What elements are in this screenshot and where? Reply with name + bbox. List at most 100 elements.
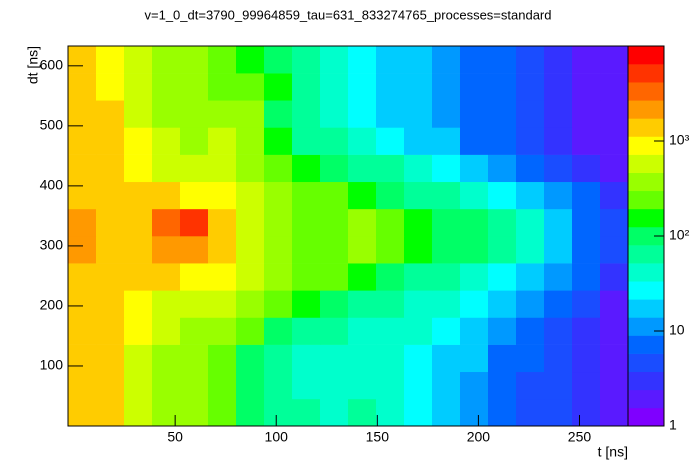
heat-cell xyxy=(432,317,461,345)
heat-cell xyxy=(600,290,629,318)
palette-swatch xyxy=(628,64,664,83)
heat-cell xyxy=(572,317,601,345)
heat-cell xyxy=(460,398,489,427)
heat-cell xyxy=(600,208,629,237)
palette-swatch xyxy=(628,335,664,354)
heat-cell xyxy=(236,344,265,373)
heat-cell xyxy=(264,100,293,128)
heat-cell xyxy=(516,127,545,155)
heat-cell xyxy=(544,46,573,74)
palette-swatch xyxy=(628,407,664,427)
y-tick-label: 500 xyxy=(40,117,64,133)
heat-cell xyxy=(68,154,97,183)
heat-cell xyxy=(96,73,125,101)
heat-cell xyxy=(432,290,461,318)
heat-cell xyxy=(320,344,349,373)
heat-cell xyxy=(544,208,573,237)
heat-cell xyxy=(236,317,265,345)
heat-cell xyxy=(572,181,601,210)
heat-cell xyxy=(264,46,293,74)
heat-cell xyxy=(124,263,153,291)
y-tick-label: 400 xyxy=(40,177,64,193)
heat-cell xyxy=(180,344,209,373)
heat-cell xyxy=(516,236,545,264)
heat-cell xyxy=(208,73,237,101)
heat-cell xyxy=(292,236,321,264)
heat-cell xyxy=(404,181,433,210)
heat-cell xyxy=(460,154,489,183)
heat-cell xyxy=(96,290,125,318)
palette-swatch xyxy=(628,317,664,336)
heat-cell xyxy=(236,127,265,155)
y-tick-label: 200 xyxy=(40,297,64,313)
heat-cell xyxy=(96,100,125,128)
heat-cell xyxy=(432,73,461,101)
heat-cell xyxy=(376,398,405,427)
heat-cell xyxy=(572,73,601,101)
heat-cell xyxy=(460,317,489,345)
heat-cell xyxy=(124,317,153,345)
heat-cell xyxy=(404,290,433,318)
heat-cell xyxy=(404,46,433,74)
heat-cell xyxy=(236,290,265,318)
heat-cell xyxy=(432,100,461,128)
heat-cell xyxy=(320,154,349,183)
heat-cell xyxy=(68,46,97,74)
heat-cell xyxy=(208,154,237,183)
heat-cell xyxy=(600,100,629,128)
heat-cell xyxy=(432,208,461,237)
heat-cell xyxy=(600,263,629,291)
heat-cell xyxy=(236,46,265,74)
heat-cell xyxy=(292,127,321,155)
heat-cell xyxy=(320,100,349,128)
heat-cell xyxy=(460,208,489,237)
heat-cell xyxy=(124,46,153,74)
palette-swatch xyxy=(628,281,664,300)
x-tick-label: 50 xyxy=(167,429,183,445)
heat-cell xyxy=(320,290,349,318)
heat-cell xyxy=(432,127,461,155)
heat-cell xyxy=(236,371,265,400)
x-tick-label: 200 xyxy=(467,429,491,445)
heat-cell xyxy=(572,290,601,318)
heat-cell xyxy=(516,46,545,74)
heat-cell xyxy=(572,208,601,237)
heat-cell xyxy=(152,100,181,128)
heat-cell xyxy=(376,208,405,237)
heat-cell xyxy=(404,100,433,128)
z-tick-label: 10 xyxy=(669,322,685,338)
heat-cell xyxy=(544,344,573,373)
heat-cell xyxy=(544,181,573,210)
heat-cell xyxy=(320,73,349,101)
heat-cell xyxy=(544,127,573,155)
heat-cell xyxy=(68,127,97,155)
heat-cell xyxy=(488,263,517,291)
heat-cell xyxy=(572,263,601,291)
x-tick-label: 250 xyxy=(568,429,592,445)
heat-cell xyxy=(152,208,181,237)
z-tick-label: 10³ xyxy=(669,132,690,148)
palette-swatch xyxy=(628,172,664,192)
heat-cell xyxy=(152,154,181,183)
heat-cell xyxy=(348,371,377,400)
heat-cell xyxy=(488,100,517,128)
heat-cell xyxy=(544,100,573,128)
heat-cell xyxy=(236,398,265,427)
heat-cell xyxy=(516,344,545,373)
heat-cell xyxy=(236,236,265,264)
heat-cell xyxy=(460,127,489,155)
heat-cell xyxy=(516,208,545,237)
heat-cell xyxy=(68,290,97,318)
heat-cell xyxy=(600,73,629,101)
heat-cell xyxy=(600,371,629,400)
heat-cell xyxy=(376,371,405,400)
heat-cell xyxy=(152,127,181,155)
heat-cell xyxy=(376,317,405,345)
heat-cell xyxy=(124,127,153,155)
heat-cell xyxy=(320,236,349,264)
heat-cell xyxy=(264,263,293,291)
heat-cell xyxy=(68,398,97,427)
heat-cell xyxy=(404,398,433,427)
heat-cell xyxy=(264,154,293,183)
heat-cell xyxy=(320,208,349,237)
